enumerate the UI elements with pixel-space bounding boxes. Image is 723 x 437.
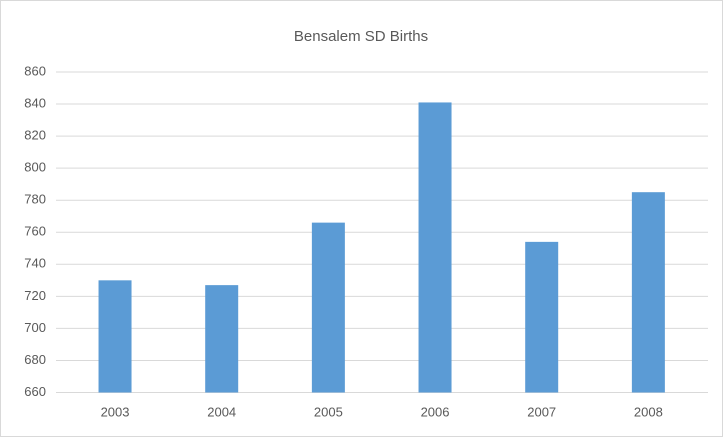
bar: [205, 285, 239, 393]
x-tick-label: 2004: [207, 404, 236, 419]
bar: [98, 280, 132, 393]
y-tick-label: 680: [24, 352, 46, 367]
y-tick-label: 800: [24, 160, 46, 175]
y-tick-label: 860: [24, 63, 46, 78]
x-tick-label: 2003: [101, 404, 130, 419]
y-tick-label: 660: [24, 384, 46, 399]
y-tick-label: 740: [24, 256, 46, 271]
bar: [311, 222, 345, 393]
bar: [525, 241, 559, 393]
bar: [631, 192, 665, 393]
bar: [418, 102, 452, 393]
x-tick-label: 2008: [634, 404, 663, 419]
chart-title: Bensalem SD Births: [294, 28, 428, 45]
x-tick-label: 2005: [314, 404, 343, 419]
x-tick-label: 2006: [421, 404, 450, 419]
y-tick-label: 840: [24, 95, 46, 110]
x-tick-label: 2007: [527, 404, 556, 419]
y-tick-label: 760: [24, 224, 46, 239]
y-tick-label: 780: [24, 192, 46, 207]
y-tick-label: 720: [24, 288, 46, 303]
y-tick-label: 820: [24, 128, 46, 143]
y-tick-label: 700: [24, 320, 46, 335]
